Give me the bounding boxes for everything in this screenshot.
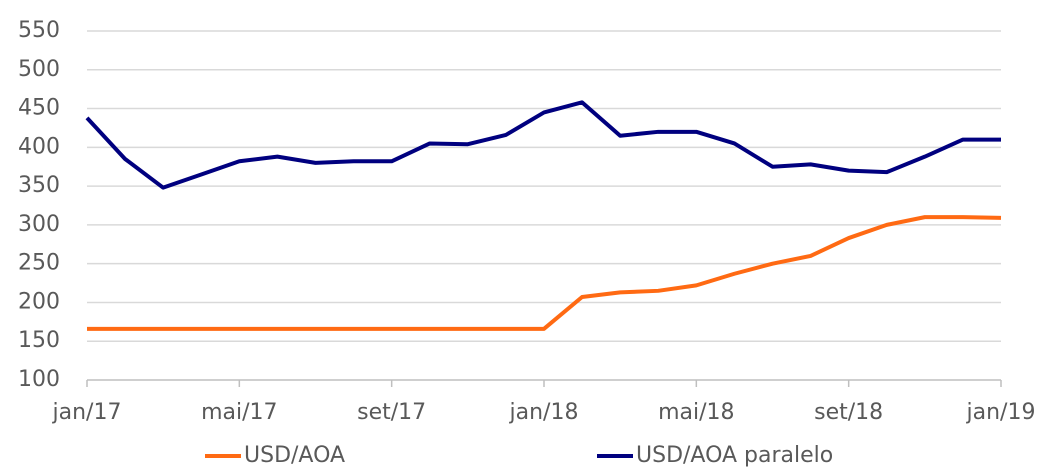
y-tick-label: 300	[18, 212, 60, 237]
y-tick-label: 150	[18, 328, 60, 353]
y-tick-label: 550	[18, 18, 60, 43]
y-tick-label: 450	[18, 96, 60, 121]
x-tick-label: set/17	[357, 400, 426, 425]
y-tick-label: 400	[18, 134, 60, 159]
x-tick-label: mai/17	[201, 400, 277, 425]
legend-label: USD/AOA paralelo	[636, 443, 833, 468]
y-tick-label: 100	[18, 367, 60, 392]
y-tick-label: 350	[18, 173, 60, 198]
x-tick-label: jan/19	[966, 400, 1036, 425]
x-tick-label: jan/17	[52, 400, 122, 425]
y-tick-label: 500	[18, 57, 60, 82]
x-tick-label: set/18	[814, 400, 883, 425]
x-tick-label: mai/18	[658, 400, 734, 425]
line-series	[87, 215, 1002, 331]
line-series	[85, 100, 1001, 190]
y-tick-label: 250	[18, 251, 60, 276]
legend-label: USD/AOA	[244, 443, 345, 468]
y-tick-label: 200	[18, 289, 60, 314]
x-tick-label: jan/18	[509, 400, 579, 425]
